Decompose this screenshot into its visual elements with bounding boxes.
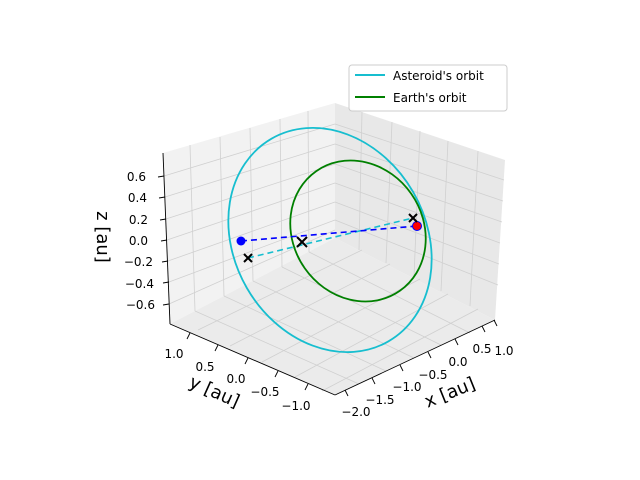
z-tick-labels: 0.6 0.4 0.2 0.0 −0.2 −0.4 −0.6 — [124, 170, 155, 312]
y-tick-label: 0.0 — [226, 372, 245, 386]
x-tick-labels: −2.0 −1.5 −1.0 −0.5 0.0 0.5 1.0 — [341, 342, 513, 419]
grid-lines — [163, 110, 505, 392]
x-tick-label: −1.5 — [365, 393, 394, 407]
x-tick-label: 0.5 — [472, 342, 491, 356]
z-tick-label: −0.6 — [126, 298, 155, 312]
asteroid-position-marker — [236, 236, 246, 246]
cross-marker — [243, 253, 253, 263]
z-tick-label: 0.0 — [129, 234, 148, 248]
cross-marker — [408, 213, 418, 223]
legend-label-earth: Earth's orbit — [393, 91, 467, 105]
x-tick-label: 0.0 — [448, 355, 467, 369]
cyan-dashed-line — [247, 217, 414, 259]
x-tick-label: −1.0 — [392, 380, 421, 394]
z-axis-line — [162, 152, 171, 325]
y-tick-label: −0.5 — [250, 385, 279, 399]
x-axis-line — [334, 319, 496, 396]
x-tick-label: −2.0 — [341, 405, 370, 419]
z-tick-label: −0.2 — [124, 255, 153, 269]
x-tick-label: 1.0 — [494, 344, 513, 358]
axis-lines — [162, 152, 496, 396]
cross-marker — [296, 236, 308, 248]
series-earth-orbit — [289, 159, 427, 303]
y-tick-labels: 1.0 0.5 0.0 −0.5 −1.0 — [164, 347, 310, 413]
y-tick-label: 1.0 — [164, 347, 183, 361]
pane-floor — [170, 238, 495, 395]
series-asteroid-orbit — [227, 126, 433, 354]
legend: Asteroid's orbit Earth's orbit — [348, 64, 508, 112]
y-tick-label: 0.5 — [195, 360, 214, 374]
earth-position-marker — [412, 221, 422, 231]
z-tick-label: −0.4 — [125, 277, 154, 291]
legend-box — [348, 64, 508, 112]
legend-label-asteroid: Asteroid's orbit — [393, 69, 484, 83]
pane-left — [163, 103, 335, 324]
tick-marks — [157, 175, 498, 397]
z-tick-label: 0.6 — [127, 170, 146, 184]
z-axis-label: z [au] — [92, 211, 113, 263]
y-tick-label: −1.0 — [281, 399, 310, 413]
y-axis-line — [169, 323, 336, 396]
x-tick-label: −0.5 — [418, 368, 447, 382]
z-tick-label: 0.4 — [128, 191, 147, 205]
z-tick-label: 0.2 — [129, 213, 148, 227]
